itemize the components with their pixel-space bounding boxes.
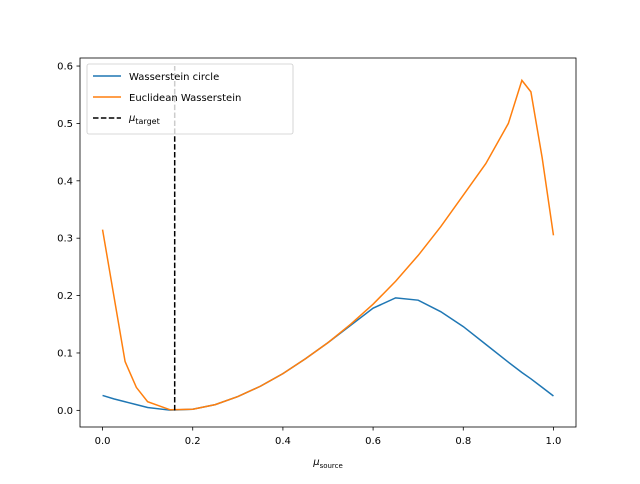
x-tick-label: 0.0 bbox=[95, 436, 111, 447]
x-label-base: μ bbox=[312, 457, 319, 468]
y-tick-label: 0.3 bbox=[57, 234, 73, 245]
y-tick-label: 0.1 bbox=[57, 348, 73, 359]
y-tick-label: 0.0 bbox=[57, 406, 73, 417]
x-tick-label: 0.2 bbox=[185, 436, 201, 447]
legend-label: Wasserstein circle bbox=[129, 72, 219, 83]
legend-label: Euclidean Wasserstein bbox=[129, 93, 241, 104]
legend-label: μtarget bbox=[128, 113, 160, 126]
y-tick-label: 0.4 bbox=[57, 176, 73, 187]
x-axis-label: μsource bbox=[312, 457, 343, 470]
legend-box bbox=[86, 63, 294, 135]
x-tick-label: 1.0 bbox=[546, 436, 562, 447]
x-tick-label: 0.8 bbox=[455, 436, 471, 447]
y-tick-label: 0.2 bbox=[57, 291, 73, 302]
legend-label-sub: target bbox=[135, 117, 159, 126]
line-series bbox=[101, 78, 555, 411]
plot-frame bbox=[79, 57, 577, 428]
y-tick-label: 0.6 bbox=[57, 62, 73, 73]
y-tick-label: 0.5 bbox=[57, 119, 73, 130]
x-tick-label: 0.6 bbox=[365, 436, 381, 447]
legend-label-base: μ bbox=[128, 113, 135, 124]
x-tick-label: 0.4 bbox=[275, 436, 291, 447]
x-label-sub: source bbox=[320, 462, 343, 470]
